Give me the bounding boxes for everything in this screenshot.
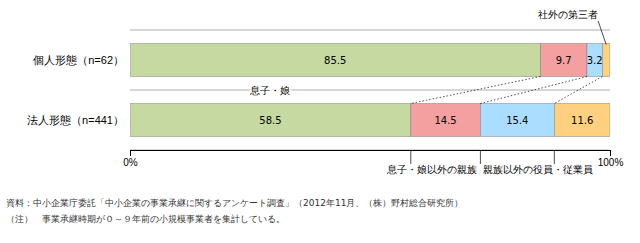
annotation-tick: [480, 150, 481, 164]
bar-segment: [602, 44, 610, 77]
x-tick: 100%: [598, 150, 624, 168]
series-3: [554, 44, 610, 137]
annotation: 息子・娘: [249, 85, 290, 96]
x-axis-line: [131, 150, 611, 151]
bar-segment: [554, 104, 610, 137]
series-0: [130, 44, 540, 137]
y-tick: 法人形態（n=441）: [27, 114, 130, 126]
annotation-tick: [554, 150, 555, 164]
bar-segment: [480, 104, 554, 137]
bar-segment: [587, 44, 602, 77]
plot: 85.5 58.5 9.7 14.5 3.2 15.4 11.6 個人形態（n=62） 法人形態…: [27, 9, 623, 175]
band-border: [130, 90, 610, 91]
data-label: 58.5: [259, 115, 281, 126]
x-tick: 0%: [123, 150, 138, 168]
series-2: [480, 44, 602, 137]
annotation-tick: [410, 150, 411, 164]
connector: [480, 77, 587, 104]
band-border: [130, 30, 610, 31]
connector: [411, 77, 541, 104]
data-label: 11.6: [571, 115, 593, 126]
annotations: 息子・娘息子・娘以外の親族親族以外の役員・従業員 社外の第三者: [249, 9, 606, 175]
x-tick-label: 100%: [598, 157, 624, 168]
x-tick-label: 0%: [123, 157, 138, 168]
bar-segment: [130, 104, 411, 137]
bar-segment: [540, 44, 587, 77]
x-tick-mark: [130, 150, 131, 156]
note: 資料：中小企業庁委託「中小企業の事業承継に関するアンケート調査」（2012年11…: [6, 198, 463, 208]
y-tick: 個人形態（n=62）: [33, 54, 130, 66]
note: （注） 事業承継時期が０～９年前の小規模事業者を集計している。: [6, 214, 285, 224]
annotation: 息子・娘以外の親族: [386, 164, 477, 175]
data-label: 3.2: [587, 55, 603, 66]
data-labels: 85.5 58.5 9.7 14.5 3.2 15.4 11.6: [259, 55, 602, 126]
y-tick-label: 個人形態（n=62）: [33, 54, 124, 66]
annotation: 親族以外の役員・従業員: [483, 164, 593, 175]
y-axis: 個人形態（n=62） 法人形態（n=441）: [27, 54, 130, 126]
annotation: 社外の第三者: [538, 9, 598, 20]
bar-segment: [411, 104, 481, 137]
bar-segment: [130, 44, 540, 77]
data-label: 85.5: [324, 55, 346, 66]
data-label: 15.4: [506, 115, 528, 126]
data-label: 9.7: [556, 55, 572, 66]
connector: [554, 77, 602, 104]
chart: 85.5 58.5 9.7 14.5 3.2 15.4 11.6 個人形態（n=62） 法人形態…: [0, 0, 640, 243]
data-label: 14.5: [434, 115, 456, 126]
annotation-leader: [598, 21, 606, 45]
y-tick-label: 法人形態（n=441）: [27, 114, 124, 126]
x-tick-mark: [610, 150, 611, 156]
bars: [130, 44, 610, 137]
band-border: [130, 150, 610, 151]
notes: 資料：中小企業庁委託「中小企業の事業承継に関するアンケート調査」（2012年11…: [6, 198, 463, 224]
